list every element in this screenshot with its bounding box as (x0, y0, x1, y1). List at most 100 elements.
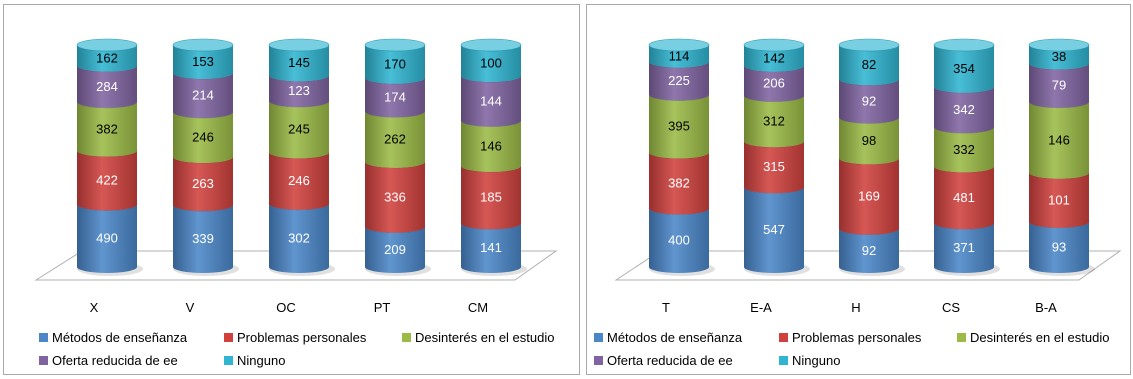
bar-segment-cm-ninguno (461, 45, 521, 82)
bar-segment-pt-desinter-s-en-el-estudio (365, 111, 425, 168)
legend-swatch-problemas (779, 333, 788, 342)
data-label-cm-m-todos-de-ense-anza: 141 (480, 240, 502, 255)
bar-segment-cs-oferta-reducida-de-ee (934, 86, 994, 134)
legend-swatch-metodos (594, 333, 603, 342)
legend-item-oferta: Oferta reducida de ee (594, 353, 733, 368)
bar-segment-v-m-todos-de-ense-anza (173, 205, 234, 273)
bar-cap-x (76, 38, 138, 52)
chart-panel-right: 400 382 395 225 114 T 547 315 312 206 142 E-A 92 169 9… (586, 4, 1131, 375)
category-label-e-a: E-A (750, 300, 772, 315)
legend-label-ninguno: Ninguno (792, 353, 841, 368)
data-label-b-a-oferta-reducida-de-ee: 79 (1052, 78, 1066, 93)
bar-cap-oc (268, 38, 330, 52)
bar-segment-x-ninguno (77, 45, 137, 72)
bar-cap-h (838, 38, 900, 52)
bar-segment-x-m-todos-de-ense-anza (77, 204, 137, 273)
bar-segment-t-oferta-reducida-de-ee (649, 61, 709, 101)
legend-label-desinteres: Desinterés en el estudio (415, 330, 555, 345)
bar-segment-pt-m-todos-de-ense-anza (365, 226, 425, 273)
data-label-t-m-todos-de-ense-anza: 400 (668, 233, 690, 248)
category-label-cm: CM (468, 300, 488, 315)
legend-swatch-ninguno (224, 356, 233, 365)
data-label-b-a-ninguno: 38 (1052, 49, 1066, 64)
bar-segment-v-desinter-s-en-el-estudio (173, 112, 234, 164)
bar-segment-pt-ninguno (365, 45, 425, 84)
chart-plot-right: 400 382 395 225 114 T 547 315 312 206 142 E-A 92 169 9… (614, 38, 1122, 315)
legend-item-metodos: Métodos de enseñanza (594, 330, 742, 345)
bar-segment-h-ninguno (839, 45, 899, 86)
data-label-h-m-todos-de-ense-anza: 92 (862, 243, 876, 258)
legend-item-desinteres: Desinterés en el estudio (402, 330, 554, 345)
data-label-x-problemas-personales: 422 (96, 173, 118, 188)
bar-segment-cm-desinter-s-en-el-estudio (461, 120, 521, 172)
data-label-v-oferta-reducida-de-ee: 214 (192, 88, 214, 103)
bar-segment-e-a-oferta-reducida-de-ee (744, 65, 804, 102)
category-label-h: H (851, 300, 860, 315)
data-label-pt-oferta-reducida-de-ee: 174 (384, 90, 406, 105)
data-label-v-m-todos-de-ense-anza: 339 (192, 231, 214, 246)
data-label-b-a-desinter-s-en-el-estudio: 146 (1048, 132, 1070, 147)
legend-swatch-ninguno (779, 356, 788, 365)
bar-cap-pt (364, 38, 426, 52)
data-label-pt-ninguno: 170 (384, 56, 406, 71)
bar-segment-oc-problemas-personales (269, 152, 329, 210)
bar-segment-t-desinter-s-en-el-estudio (649, 94, 709, 159)
legend-swatch-desinteres (402, 333, 411, 342)
bar-segment-b-a-ninguno (1029, 45, 1089, 70)
legend-swatch-metodos (39, 333, 48, 342)
bar-segment-v-problemas-personales (173, 157, 234, 212)
data-label-v-ninguno: 153 (192, 54, 214, 69)
data-label-oc-m-todos-de-ense-anza: 302 (288, 230, 310, 245)
legend-swatch-problemas (224, 333, 233, 342)
data-label-h-ninguno: 82 (862, 57, 876, 72)
bar-segment-x-problemas-personales (77, 150, 137, 211)
data-label-t-oferta-reducida-de-ee: 225 (668, 73, 690, 88)
legend-item-metodos: Métodos de enseñanza (39, 330, 187, 345)
bar-segment-cm-problemas-personales (461, 165, 521, 230)
legend-swatch-desinteres (957, 333, 966, 342)
data-label-cs-oferta-reducida-de-ee: 342 (953, 102, 975, 117)
bar-segment-h-m-todos-de-ense-anza (839, 228, 899, 273)
category-label-t: T (662, 300, 670, 315)
category-label-b-a: B-A (1035, 300, 1057, 315)
data-label-cs-m-todos-de-ense-anza: 371 (953, 240, 975, 255)
category-label-oc: OC (276, 300, 296, 315)
category-label-pt: PT (374, 300, 391, 315)
data-label-h-desinter-s-en-el-estudio: 98 (862, 133, 876, 148)
bar-segment-cm-m-todos-de-ense-anza (461, 223, 521, 273)
data-label-t-problemas-personales: 382 (668, 175, 690, 190)
legend-label-oferta: Oferta reducida de ee (52, 353, 178, 368)
bar-segment-cs-m-todos-de-ense-anza (934, 223, 994, 273)
bar-segment-e-a-ninguno (744, 45, 804, 72)
data-label-oc-oferta-reducida-de-ee: 123 (288, 83, 310, 98)
data-label-x-m-todos-de-ense-anza: 490 (96, 231, 118, 246)
bar-segment-cs-problemas-personales (934, 166, 994, 230)
bar-segment-b-a-m-todos-de-ense-anza (1029, 221, 1089, 273)
data-label-v-problemas-personales: 263 (192, 176, 214, 191)
bar-cap-t (648, 38, 710, 52)
data-label-oc-problemas-personales: 246 (288, 173, 310, 188)
data-label-cs-problemas-personales: 481 (953, 190, 975, 205)
legend-label-problemas: Problemas personales (792, 330, 922, 345)
legend-item-desinteres: Desinterés en el estudio (957, 330, 1109, 345)
data-label-e-a-ninguno: 142 (763, 50, 785, 65)
data-label-cs-ninguno: 354 (953, 61, 975, 76)
bar-segment-b-a-oferta-reducida-de-ee (1029, 63, 1089, 108)
data-label-t-ninguno: 114 (669, 48, 690, 63)
legend-label-oferta: Oferta reducida de ee (607, 353, 733, 368)
bar-cap-cs (933, 38, 995, 52)
legend-item-ninguno: Ninguno (224, 353, 285, 368)
data-label-t-desinter-s-en-el-estudio: 395 (668, 119, 690, 134)
data-label-cm-ninguno: 100 (480, 56, 502, 71)
data-label-cm-problemas-personales: 185 (480, 190, 502, 205)
legend-label-desinteres: Desinterés en el estudio (970, 330, 1110, 345)
bar-segment-pt-problemas-personales (365, 161, 425, 233)
bar-cap-e-a (743, 38, 805, 52)
data-label-oc-desinter-s-en-el-estudio: 245 (288, 122, 310, 137)
bar-segment-e-a-m-todos-de-ense-anza (744, 187, 804, 273)
legend-item-ninguno: Ninguno (779, 353, 840, 368)
bar-segment-b-a-problemas-personales (1029, 172, 1089, 228)
data-label-x-desinter-s-en-el-estudio: 382 (96, 121, 118, 136)
category-label-v: V (186, 300, 195, 315)
bar-segment-pt-oferta-reducida-de-ee (365, 77, 425, 118)
